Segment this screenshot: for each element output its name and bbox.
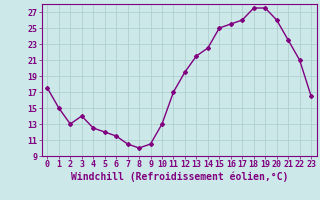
X-axis label: Windchill (Refroidissement éolien,°C): Windchill (Refroidissement éolien,°C) <box>70 172 288 182</box>
